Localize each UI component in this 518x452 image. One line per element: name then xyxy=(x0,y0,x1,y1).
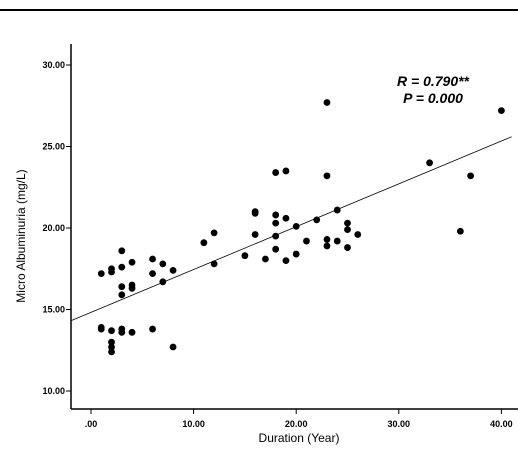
data-point xyxy=(108,327,115,335)
data-point xyxy=(149,255,156,263)
y-tick-label: 30.00 xyxy=(42,60,65,70)
top-rule xyxy=(0,9,518,11)
data-point xyxy=(210,260,218,268)
data-point xyxy=(97,325,105,333)
data-point xyxy=(251,209,259,217)
data-point xyxy=(282,257,290,264)
x-tick-label: 10.00 xyxy=(182,419,205,429)
y-axis-title: Micro Albuminuria (mg/L) xyxy=(14,169,28,302)
data-point xyxy=(118,328,126,336)
data-point xyxy=(303,237,310,245)
data-point xyxy=(344,244,351,251)
data-point xyxy=(354,231,362,238)
data-point xyxy=(272,219,280,227)
data-point xyxy=(241,252,249,260)
data-point xyxy=(251,231,259,238)
data-point xyxy=(323,172,331,180)
y-tick-label: 15.00 xyxy=(42,305,65,315)
data-point xyxy=(149,270,156,278)
x-tick-label: .00 xyxy=(85,419,98,429)
data-point xyxy=(118,283,126,291)
data-point xyxy=(159,278,167,286)
data-point xyxy=(108,348,115,356)
data-point xyxy=(323,99,331,106)
data-point xyxy=(169,266,177,274)
data-point xyxy=(313,216,321,224)
data-point xyxy=(272,232,280,240)
data-point xyxy=(108,265,115,273)
data-point xyxy=(467,172,475,180)
data-point xyxy=(262,255,269,263)
ticks-layer: .00 10.00 20.00 30.00 40.00 10.00 15.00 20.00 25… xyxy=(42,60,512,429)
y-tick-label: 20.00 xyxy=(42,223,65,233)
fit-line xyxy=(71,136,512,322)
data-point xyxy=(169,343,177,351)
data-point xyxy=(426,159,433,167)
data-point xyxy=(456,227,464,235)
x-tick-label: 30.00 xyxy=(388,419,411,429)
y-tick-label: 10.00 xyxy=(42,386,65,396)
data-point xyxy=(108,343,115,351)
data-point xyxy=(272,169,280,176)
data-point xyxy=(498,107,505,115)
correlation-annotation: R = 0.790** xyxy=(397,73,470,89)
x-tick-label: 40.00 xyxy=(490,419,513,429)
data-point xyxy=(323,242,331,250)
data-point xyxy=(272,245,280,253)
data-point xyxy=(210,229,218,237)
data-point xyxy=(272,211,280,219)
points-layer xyxy=(97,99,505,356)
data-point xyxy=(282,167,290,175)
x-tick-label: 20.00 xyxy=(285,419,308,429)
data-point xyxy=(118,263,126,271)
p-value-annotation: P = 0.000 xyxy=(403,90,463,106)
data-point xyxy=(118,291,126,299)
data-point xyxy=(159,260,167,268)
data-point xyxy=(108,338,115,346)
data-point xyxy=(128,328,136,336)
data-point xyxy=(149,325,156,333)
data-point xyxy=(128,258,136,266)
data-point xyxy=(344,219,351,227)
fit-line-layer xyxy=(71,136,512,322)
data-point xyxy=(282,214,290,222)
data-point xyxy=(344,226,351,234)
data-point xyxy=(128,284,136,292)
data-point xyxy=(333,237,341,245)
data-point xyxy=(323,236,331,243)
data-point xyxy=(118,247,126,255)
data-point xyxy=(333,206,341,214)
x-axis-title: Duration (Year) xyxy=(259,431,340,445)
data-point xyxy=(292,250,300,258)
y-tick-label: 25.00 xyxy=(42,142,65,152)
data-point xyxy=(292,222,300,230)
data-point xyxy=(97,270,105,278)
data-point xyxy=(200,239,208,247)
